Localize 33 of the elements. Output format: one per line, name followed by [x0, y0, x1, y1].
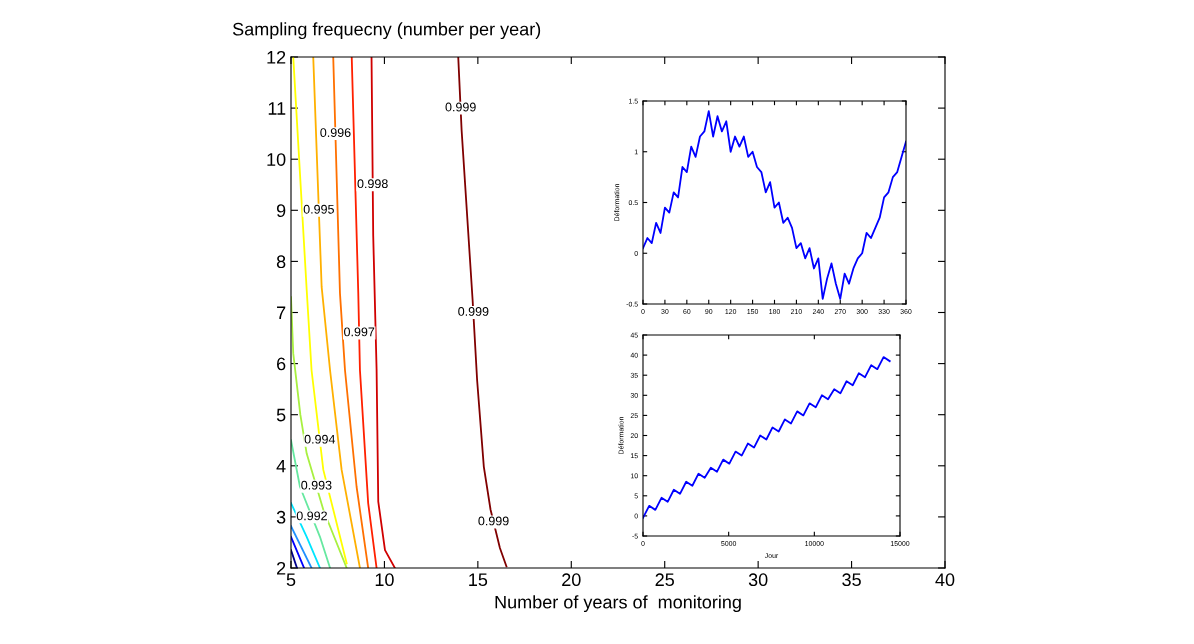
y-tick-label: 8	[276, 255, 286, 269]
y-tick-label: 12	[267, 50, 286, 64]
x-tick-label: 40	[935, 573, 955, 587]
line-series	[643, 110, 906, 300]
y-tick-label: 10	[267, 153, 286, 166]
line-series	[643, 356, 891, 519]
x-tick-label: 20	[562, 573, 581, 587]
y-tick-label: 7	[277, 306, 286, 320]
y-tick-label: 5	[276, 408, 286, 422]
y-tick-label: 9	[276, 204, 286, 218]
x-tick-label: 5	[286, 573, 296, 587]
annotation: 0.996	[320, 128, 351, 138]
y-tick-label: 6	[277, 357, 286, 371]
annotation: 0.999	[445, 102, 476, 112]
x-tick-label: 35	[842, 573, 861, 587]
annotation: 0.995	[303, 204, 334, 214]
annotation: 0.999	[478, 516, 509, 526]
x-tick-label: 15	[469, 573, 488, 587]
annotation: 0.998	[357, 179, 388, 189]
annotation: 0.992	[296, 511, 327, 521]
annotation: 0.993	[301, 480, 332, 490]
x-tick-label: 25	[655, 573, 674, 587]
annotation: 0.997	[344, 327, 375, 337]
x-axis-title: Number of years of monitoring	[495, 595, 741, 613]
y-tick-label: 3	[276, 510, 286, 524]
y-tick-label: 11	[268, 102, 286, 115]
annotation: 0.994	[304, 434, 336, 444]
x-tick-label: 10	[375, 573, 394, 587]
x-tick-label: 30	[748, 573, 768, 587]
y-tick-label: 4	[276, 459, 286, 473]
annotation: 0.999	[458, 307, 489, 316]
y-axis-title: Sampling frequecny (number per year)	[232, 22, 541, 40]
y-tick-label: 2	[277, 561, 286, 575]
